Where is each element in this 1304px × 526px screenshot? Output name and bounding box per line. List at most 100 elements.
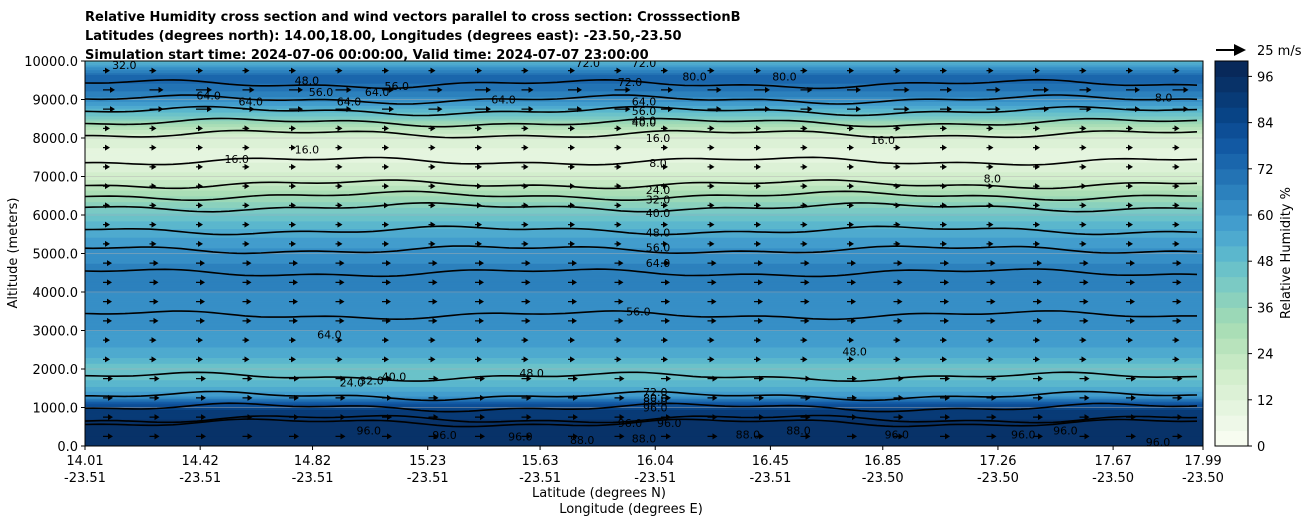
wind-arrow-head — [294, 375, 299, 382]
wind-arrow-head — [432, 298, 438, 305]
wind-arrow-head — [339, 279, 345, 286]
wind-arrow-head — [805, 394, 811, 401]
wind-arrow-head — [384, 183, 389, 190]
wind-arrow-head — [291, 67, 296, 74]
wind-arrow-head — [293, 317, 298, 324]
wind-arrow-head — [293, 260, 298, 267]
humidity-band — [85, 429, 1203, 432]
humidity-band — [85, 364, 1203, 366]
wind-arrow-head — [570, 356, 575, 363]
wind-arrow-head — [1035, 240, 1040, 247]
wind-arrow-icon — [754, 221, 761, 228]
humidity-band — [85, 384, 1203, 386]
humidity-band — [85, 404, 1203, 407]
wind-arrow-icon — [521, 202, 529, 209]
humidity-band — [85, 247, 1203, 250]
humidity-band — [85, 112, 1203, 115]
wind-arrow-icon — [940, 202, 947, 209]
wind-arrow-icon — [614, 144, 622, 151]
contour-label: 40.0 — [646, 207, 671, 220]
wind-arrow-head — [433, 433, 439, 440]
humidity-band — [85, 410, 1203, 412]
wind-arrow-head — [153, 279, 159, 286]
wind-arrow-head — [1084, 414, 1090, 421]
wind-arrow-icon — [754, 279, 763, 286]
contour-label: 24.0 — [340, 376, 365, 389]
humidity-band — [85, 223, 1203, 226]
wind-arrow-icon — [196, 298, 205, 305]
humidity-band — [85, 221, 1203, 224]
contour-label: 96.0 — [1011, 428, 1036, 441]
wind-arrow-head — [1177, 375, 1183, 382]
wind-arrow-icon — [940, 298, 949, 305]
wind-arrow-icon — [800, 240, 808, 247]
wind-arrow-icon — [661, 433, 671, 440]
colorbar-segment — [1215, 261, 1248, 278]
wind-arrow-icon — [382, 202, 389, 209]
wind-arrow-head — [849, 202, 854, 209]
humidity-band — [85, 197, 1203, 200]
humidity-band — [85, 152, 1203, 154]
wind-arrow-icon — [428, 394, 439, 401]
wind-arrow-icon — [707, 279, 717, 286]
wind-arrow-head — [1084, 433, 1090, 440]
y-tick-label: 0.0 — [57, 440, 78, 455]
wind-arrow-head — [291, 144, 296, 151]
wind-arrow-icon — [847, 144, 854, 151]
wind-arrow-icon — [149, 356, 157, 363]
contour-label: 32.0 — [112, 59, 137, 72]
wind-arrow-icon — [568, 337, 575, 344]
wind-arrow-head — [616, 67, 622, 74]
wind-arrow-head — [1081, 183, 1087, 190]
wind-arrow-head — [525, 317, 531, 324]
humidity-band — [85, 366, 1203, 368]
humidity-band — [85, 438, 1203, 440]
wind-arrow-head — [247, 414, 253, 421]
colorbar-segment — [1215, 353, 1248, 370]
humidity-band — [85, 243, 1203, 246]
wind-arrow-icon — [475, 106, 491, 113]
wind-arrow-head — [151, 183, 157, 190]
wind-arrow-head — [384, 163, 389, 170]
wind-arrow-head — [293, 279, 298, 286]
wind-arrow-icon — [475, 163, 482, 170]
humidity-band — [85, 127, 1203, 129]
humidity-band — [85, 288, 1203, 290]
humidity-band — [85, 412, 1203, 414]
wind-arrow-head — [898, 375, 904, 382]
wind-arrow-head — [616, 240, 622, 247]
wind-arrow-icon — [103, 375, 113, 382]
humidity-band — [85, 229, 1203, 231]
humidity-band — [85, 189, 1203, 192]
wind-arrow-icon — [1079, 317, 1089, 324]
humidity-band — [85, 146, 1203, 149]
wind-arrow-icon — [475, 375, 485, 382]
wind-arrow-head — [616, 221, 622, 228]
wind-arrow-icon — [800, 106, 813, 113]
humidity-band — [85, 207, 1203, 209]
wind-arrow-head — [904, 86, 910, 93]
wind-arrow-icon — [475, 86, 491, 93]
humidity-band — [85, 335, 1203, 337]
wind-arrow-head — [990, 317, 996, 324]
wind-arrow-icon — [800, 317, 810, 324]
wind-arrow-head — [244, 144, 250, 151]
wind-arrow-head — [1086, 106, 1092, 113]
wind-arrow-icon — [986, 414, 997, 421]
axes: 0.0 1000.0 2000.0 3000.0 4000.0 5000.0 6000.0 7… — [24, 55, 1224, 486]
wind-arrow-icon — [196, 86, 212, 93]
humidity-band — [85, 135, 1203, 137]
wind-arrow-head — [244, 67, 250, 74]
wind-arrow-head — [1044, 86, 1049, 93]
wind-arrow-icon — [661, 414, 671, 421]
humidity-band — [85, 325, 1203, 328]
humidity-band — [85, 144, 1203, 147]
wind-arrow-icon — [196, 414, 206, 421]
humidity-band — [85, 157, 1203, 159]
humidity-band — [85, 172, 1203, 175]
wind-arrow-icon — [521, 144, 529, 151]
wind-arrow-icon — [196, 163, 203, 170]
x-tick-label-lat: 16.04 — [637, 454, 674, 469]
wind-arrow-icon — [614, 433, 625, 440]
contour-label: 96.0 — [1146, 436, 1171, 449]
